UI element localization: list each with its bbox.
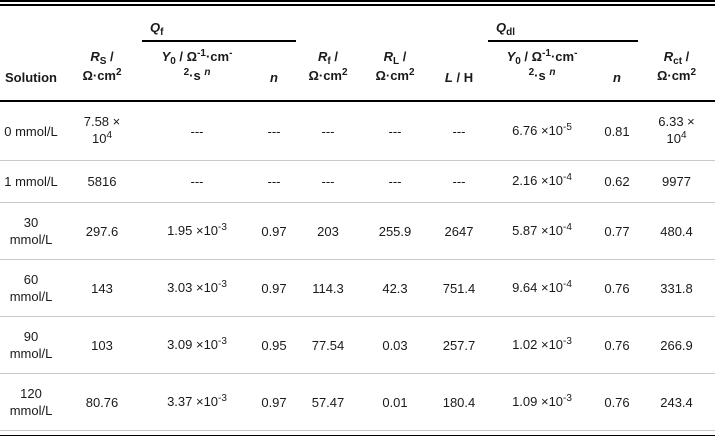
table-cell: 203 [296,202,360,260]
table-cell: 180.4 [430,373,488,431]
table-cell: 297.6 [62,202,142,260]
table-cell: 57.47 [296,373,360,431]
table-cell: 0.76 [596,373,639,431]
table-cell: 3.03 ×10-3 [142,259,252,317]
table-cell: 80.76 [62,373,142,431]
column-header-rf: Rf / Ω·cm2 [296,41,360,102]
column-header-y0-qf: Y0 / Ω-1·cm- 2·s n [142,41,252,102]
table-cell: 255.9 [360,202,430,260]
group-header-spacer-right [638,6,715,41]
table-cell: --- [430,101,488,161]
table-cell: 103 [62,316,142,374]
table-cell: 0.95 [252,316,296,374]
table-cell: 1.02 ×10-3 [488,316,596,374]
table-cell: 5.87 ×10-4 [488,202,596,260]
table-row: 90 mmol/L 103 3.09 ×10-3 0.95 77.54 0.03… [0,316,715,374]
table-cell: 0.77 [596,202,639,260]
table-cell: 0.76 [596,259,639,317]
eis-parameters-table: Qf Qdl Solution RS / Ω·cm2 Y0 / Ω-1·cm- 2·… [0,6,715,431]
table-row: 0 mmol/L 7.58 × 104 --- --- --- --- --- 6… [0,101,715,161]
column-header-l: L / H [430,41,488,102]
table-cell: 6.76 ×10-5 [488,101,596,161]
table-cell: 0.81 [596,101,639,161]
table-cell: 143 [62,259,142,317]
solution-cell: 60 mmol/L [0,259,62,317]
table-cell: 0.76 [596,316,639,374]
table-row: 1 mmol/L 5816 --- --- --- --- --- 2.16 ×… [0,160,715,203]
table-cell: 480.4 [638,202,715,260]
table-cell: 114.3 [296,259,360,317]
table-cell: 3.09 ×10-3 [142,316,252,374]
table-row: 30 mmol/L 297.6 1.95 ×10-3 0.97 203 255.… [0,202,715,260]
column-header-y0-qdl: Y0 / Ω-1·cm- 2·s n [488,41,596,102]
table-cell: 266.9 [638,316,715,374]
table-cell: 9.64 ×10-4 [488,259,596,317]
table-cell: --- [360,101,430,161]
table-cell: 77.54 [296,316,360,374]
table-row: 60 mmol/L 143 3.03 ×10-3 0.97 114.3 42.3… [0,259,715,317]
table-cell: 751.4 [430,259,488,317]
table-cell: 1.09 ×10-3 [488,373,596,431]
table-cell: 5816 [62,160,142,203]
solution-cell: 30 mmol/L [0,202,62,260]
column-header-n-qf: n [252,41,296,102]
table-cell: --- [296,160,360,203]
table-cell: 7.58 × 104 [62,101,142,161]
solution-cell: 1 mmol/L [0,160,62,203]
table-cell: --- [252,101,296,161]
table-cell: --- [296,101,360,161]
table-cell: --- [430,160,488,203]
column-header-rs: RS / Ω·cm2 [62,41,142,102]
table-cell: 3.37 ×10-3 [142,373,252,431]
column-header-row: Solution RS / Ω·cm2 Y0 / Ω-1·cm- 2·s n n R… [0,41,715,102]
table-row: 120 mmol/L 80.76 3.37 ×10-3 0.97 57.47 0… [0,373,715,431]
table-cell: 1.95 ×10-3 [142,202,252,260]
column-header-n-qdl: n [596,41,639,102]
table-cell: 331.8 [638,259,715,317]
group-header-qdl: Qdl [488,6,639,42]
table-cell: 0.97 [252,202,296,260]
table-cell: 9977 [638,160,715,203]
table-cell: 0.03 [360,316,430,374]
column-header-rl: RL / Ω·cm2 [360,41,430,102]
solution-cell: 120 mmol/L [0,373,62,431]
solution-cell: 90 mmol/L [0,316,62,374]
group-header-spacer-left [0,6,142,41]
table-cell: 42.3 [360,259,430,317]
group-header-qf: Qf [142,6,296,42]
table-cell: 0.97 [252,373,296,431]
table-cell: 0.62 [596,160,639,203]
solution-cell: 0 mmol/L [0,101,62,161]
group-header-spacer-mid [296,6,488,41]
table-cell: --- [360,160,430,203]
table-cell: 6.33 × 104 [638,101,715,161]
table-cell: 0.01 [360,373,430,431]
table-cell: --- [252,160,296,203]
column-header-rct: Rct / Ω·cm2 [638,41,715,102]
table-cell: 243.4 [638,373,715,431]
table-cell: 257.7 [430,316,488,374]
table-cell: 0.97 [252,259,296,317]
table-cell: --- [142,160,252,203]
table-cell: 2647 [430,202,488,260]
column-header-solution: Solution [0,41,62,102]
table-cell: --- [142,101,252,161]
table-cell: 2.16 ×10-4 [488,160,596,203]
group-header-row: Qf Qdl [0,6,715,42]
